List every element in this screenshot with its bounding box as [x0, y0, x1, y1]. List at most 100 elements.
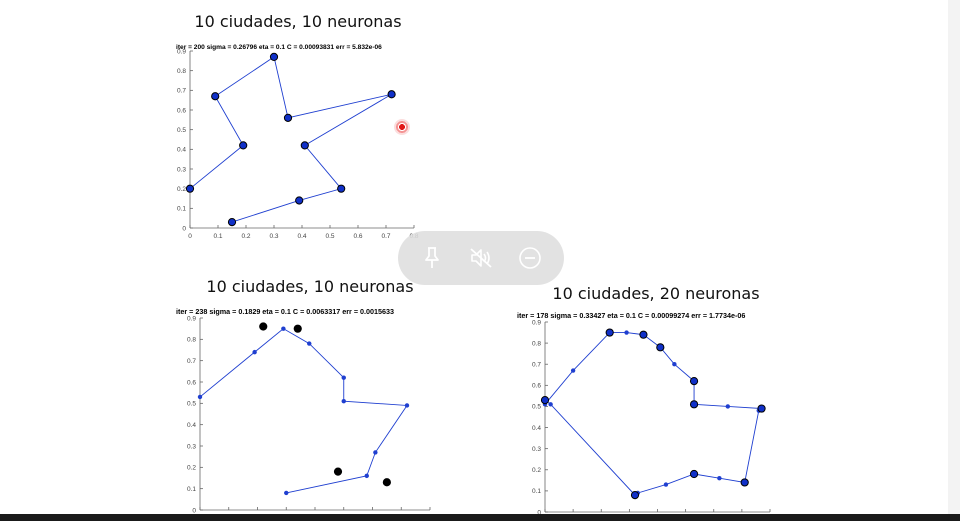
y-tick-label: 0.2: [187, 465, 196, 472]
chart-1-title: 10 ciudades, 10 neuronas: [194, 12, 401, 31]
y-tick-label: 0.3: [187, 443, 196, 450]
pin-icon: [425, 247, 440, 268]
city-point: [639, 330, 648, 339]
y-tick-label: 0.7: [532, 362, 541, 369]
city-point: [740, 478, 749, 487]
y-tick-label: 0.4: [187, 422, 196, 429]
chart-panel-1: 10 ciudades, 10 neuronas iter = 200 sigm…: [176, 12, 419, 240]
x-tick-label: 0: [188, 233, 192, 240]
city-point: [540, 396, 550, 405]
y-tick-label: 0.4: [532, 425, 541, 432]
neuron-point: [341, 375, 346, 380]
chart-3-plot: 0 0.1 0.2 0.3 0.4 0.5 0.6 0.7 0.8 0.9: [532, 319, 771, 516]
city-point: [605, 328, 614, 337]
y-tick-label: 0.6: [532, 383, 541, 390]
speaker-muted-icon: [470, 248, 492, 268]
y-tick-label: 0.8: [187, 337, 196, 344]
y-tick-label: 0.5: [187, 401, 196, 408]
chart-2-title: 10 ciudades, 10 neuronas: [206, 277, 413, 296]
chart-panel-3: 10 ciudades, 20 neuronas iter = 178 sigm…: [517, 284, 771, 516]
y-tick-label: 0.5: [177, 127, 186, 134]
y-tick-label: 0.2: [177, 186, 186, 193]
neuron-point: [725, 404, 731, 409]
neuron-point: [341, 399, 346, 404]
y-tick-label: 0.9: [177, 48, 186, 55]
neuron-point: [624, 330, 629, 335]
y-tick-label: 0.1: [177, 206, 186, 213]
y-tick-label: 0: [192, 507, 196, 514]
x-tick-label: 0.2: [241, 233, 250, 240]
y-tick-label: 0.7: [187, 358, 196, 365]
chart-1-plot: 0 0.1 0.2 0.3 0.4 0.5 0.6 0.7 0.8 0.9 0 0.1 0.2 0.3 0.…: [177, 48, 419, 240]
neuron-point: [570, 368, 576, 373]
city-point: [259, 322, 268, 331]
neuron-point: [663, 482, 669, 487]
y-tick-label: 0.6: [187, 379, 196, 386]
x-tick-label: 0.3: [269, 233, 278, 240]
neuron-point: [252, 349, 257, 355]
city-point: [689, 469, 699, 479]
city-point: [333, 467, 343, 476]
city-point: [300, 141, 309, 150]
city-point: [382, 478, 391, 487]
neuron-point: [672, 362, 677, 367]
chart-2-stats: iter = 238 sigma = 0.1829 eta = 0.1 C = …: [176, 307, 394, 316]
city-point: [269, 52, 279, 62]
neuron-point: [307, 341, 312, 346]
route-line: [199, 328, 408, 494]
window-edge: [948, 0, 960, 514]
mute-button[interactable]: [464, 241, 498, 275]
neuron-point: [548, 402, 553, 407]
y-tick-label: 0.7: [177, 88, 186, 95]
pin-button[interactable]: [415, 241, 449, 275]
city-point: [630, 491, 640, 500]
chart-panel-2: 10 ciudades, 10 neuronas iter = 238 sigm…: [176, 277, 431, 514]
city-point: [337, 184, 346, 193]
city-point: [227, 218, 237, 227]
x-tick-label: 0.7: [381, 233, 390, 240]
neuron-point: [404, 403, 410, 408]
y-tick-label: 0.1: [532, 488, 541, 495]
y-tick-label: 0.5: [532, 404, 541, 411]
minus-circle-icon: [518, 247, 541, 269]
city-point: [211, 92, 220, 101]
city-point: [387, 90, 396, 99]
city-point: [239, 141, 248, 150]
x-tick-label: 0.1: [213, 233, 222, 240]
city-point: [757, 404, 766, 413]
x-tick-label: 0.5: [325, 233, 334, 240]
neuron-point: [197, 394, 203, 400]
route-line: [544, 332, 763, 496]
taskbar-strip: [0, 514, 960, 521]
chart-1-stats: iter = 200 sigma = 0.26796 eta = 0.1 C =…: [176, 44, 382, 51]
chart-2-plot: 0 0.1 0.2 0.3 0.4 0.5 0.6 0.7 0.8 0.9: [187, 315, 431, 514]
y-tick-label: 0.9: [532, 319, 541, 326]
city-point: [689, 377, 699, 386]
x-tick-label: 0.4: [297, 233, 306, 240]
city-point: [293, 324, 302, 333]
y-tick-label: 0.3: [532, 446, 541, 453]
city-point: [656, 343, 665, 352]
y-tick-label: 0: [182, 225, 186, 232]
y-tick-label: 0.4: [177, 147, 186, 154]
y-tick-label: 0.1: [187, 486, 196, 493]
floating-toolbar: [398, 231, 564, 285]
x-tick-label: 0.6: [353, 233, 362, 240]
neuron-point: [364, 473, 369, 479]
y-tick-label: 0.2: [532, 467, 541, 474]
neuron-point: [284, 490, 289, 496]
route-line: [189, 56, 392, 223]
chart-3-stats: iter = 178 sigma = 0.33427 eta = 0.1 C =…: [517, 311, 745, 320]
y-tick-label: 0.6: [177, 107, 186, 114]
city-point: [689, 400, 699, 409]
city-point: [185, 184, 195, 193]
city-point: [295, 196, 304, 205]
y-tick-label: 0.9: [187, 315, 196, 322]
close-button[interactable]: [513, 241, 547, 275]
chart-3-title: 10 ciudades, 20 neuronas: [552, 284, 759, 303]
city-point: [283, 113, 293, 122]
y-tick-label: 0.8: [177, 68, 186, 75]
neuron-point: [717, 476, 722, 481]
y-tick-label: 0.8: [532, 340, 541, 347]
